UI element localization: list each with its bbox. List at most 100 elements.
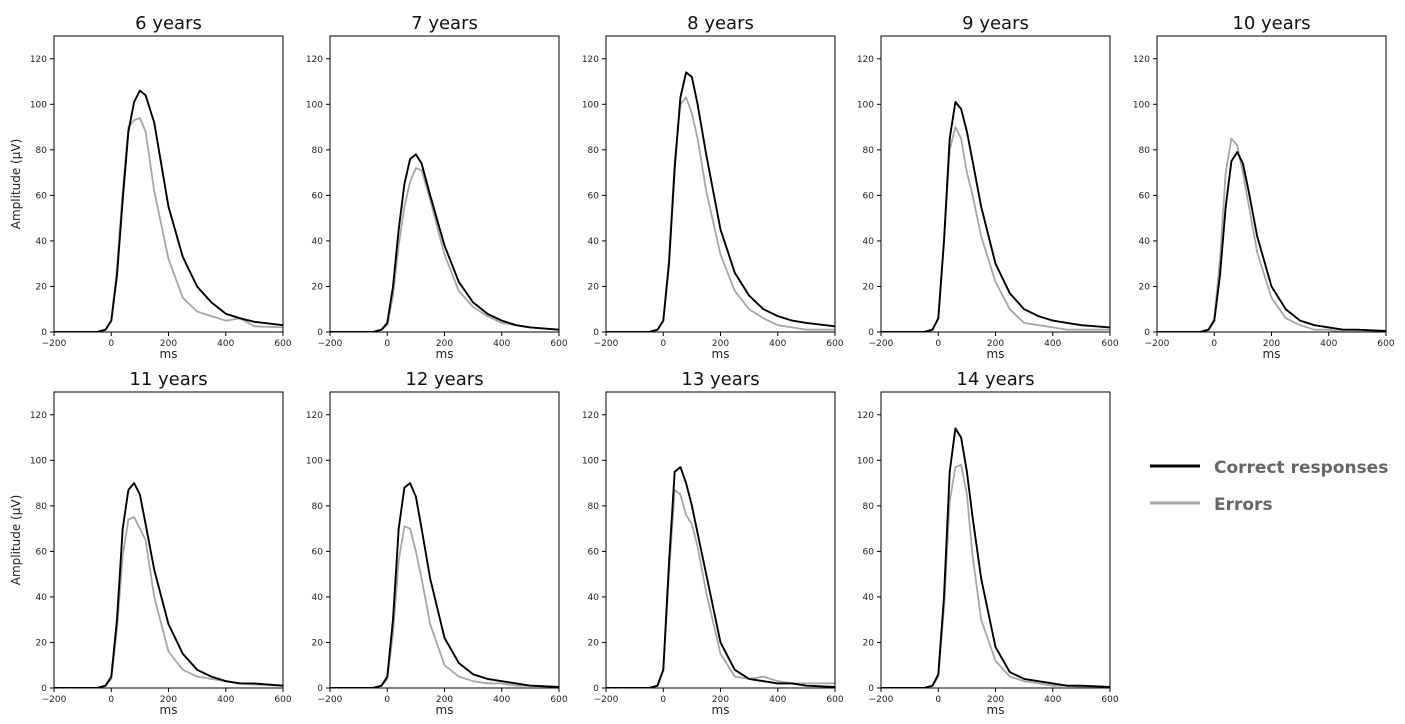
y-tick-label: 120 [857, 55, 874, 65]
series-line-correct [606, 71, 835, 332]
panel-title: 14 years [956, 369, 1034, 390]
y-tick-label: 20 [588, 638, 600, 648]
panel-1: 6 years−200 0 200 400 600020406080100120msAm… [9, 13, 292, 361]
x-tick-label: −200 [594, 695, 619, 705]
y-tick-label: 0 [317, 328, 323, 338]
series-line-correct [1157, 151, 1386, 332]
x-tick-label: 400 [493, 339, 510, 349]
y-tick-label: 40 [588, 237, 600, 247]
panel-title: 8 years [687, 13, 754, 34]
series-line-errors [330, 525, 559, 688]
y-tick-label: 0 [1144, 328, 1150, 338]
x-tick-label: 600 [826, 695, 843, 705]
y-tick-label: 120 [30, 411, 47, 421]
plot-frame [329, 391, 560, 689]
y-tick-label: 60 [588, 547, 600, 557]
legend-label-errors: Errors [1214, 495, 1273, 515]
x-tick-label: 200 [1263, 339, 1280, 349]
y-tick-label: 100 [582, 456, 599, 466]
y-tick-label: 100 [1133, 100, 1150, 110]
plot-frame [329, 35, 560, 333]
x-axis-label: ms [712, 703, 730, 717]
x-tick-label: 0 [384, 339, 390, 349]
plot-frame [880, 35, 1111, 333]
x-tick-label: 600 [1101, 339, 1118, 349]
series-line-correct [54, 482, 283, 688]
x-tick-label: 600 [274, 695, 291, 705]
x-tick-label: 200 [436, 695, 453, 705]
x-tick-label: 400 [217, 339, 234, 349]
x-tick-label: −200 [1145, 339, 1170, 349]
y-tick-label: 20 [1139, 282, 1151, 292]
y-tick-label: 20 [863, 282, 875, 292]
series-line-correct [881, 101, 1110, 332]
y-tick-label: 120 [1133, 55, 1150, 65]
x-tick-label: 600 [274, 339, 291, 349]
x-tick-label: 400 [769, 339, 786, 349]
x-axis-label: ms [436, 703, 454, 717]
y-tick-label: 60 [312, 191, 324, 201]
x-tick-label: 200 [160, 339, 177, 349]
y-tick-label: 100 [857, 456, 874, 466]
y-tick-label: 80 [863, 502, 875, 512]
x-tick-label: 600 [1101, 695, 1118, 705]
x-axis-label: ms [712, 347, 730, 361]
x-tick-label: 600 [1377, 339, 1394, 349]
series-line-errors [881, 126, 1110, 332]
y-tick-label: 20 [36, 638, 48, 648]
legend-label-correct: Correct responses [1214, 458, 1388, 478]
y-tick-label: 60 [1139, 191, 1151, 201]
y-tick-label: 120 [582, 55, 599, 65]
y-tick-label: 40 [36, 593, 48, 603]
x-axis-label: ms [160, 703, 178, 717]
y-tick-label: 120 [582, 411, 599, 421]
series-line-errors [330, 167, 559, 332]
y-tick-label: 20 [863, 638, 875, 648]
y-tick-label: 60 [588, 191, 600, 201]
x-tick-label: 200 [987, 695, 1004, 705]
y-tick-label: 60 [863, 547, 875, 557]
y-tick-label: 0 [868, 328, 874, 338]
x-tick-label: −200 [318, 695, 343, 705]
y-tick-label: 100 [306, 456, 323, 466]
x-tick-label: 400 [1044, 695, 1061, 705]
panel-title: 6 years [135, 13, 202, 34]
y-tick-label: 80 [36, 146, 48, 156]
panel-title: 7 years [411, 13, 478, 34]
y-tick-label: 80 [1139, 146, 1151, 156]
y-tick-label: 0 [41, 684, 47, 694]
x-tick-label: 200 [987, 339, 1004, 349]
y-tick-label: 0 [868, 684, 874, 694]
y-tick-label: 40 [588, 593, 600, 603]
x-tick-label: 0 [384, 695, 390, 705]
x-tick-label: −200 [869, 339, 894, 349]
x-tick-label: −200 [869, 695, 894, 705]
panel-title: 13 years [681, 369, 759, 390]
y-tick-label: 40 [863, 593, 875, 603]
x-tick-label: 0 [660, 695, 666, 705]
x-axis-label: ms [160, 347, 178, 361]
x-tick-label: 0 [1211, 339, 1217, 349]
x-tick-label: 400 [1044, 339, 1061, 349]
panels: 6 years−200 0 200 400 600020406080100120msAm… [9, 13, 1395, 717]
panel-title: 9 years [962, 13, 1029, 34]
y-tick-label: 40 [312, 237, 324, 247]
x-axis-label: ms [1263, 347, 1281, 361]
panel-title: 11 years [129, 369, 207, 390]
x-tick-label: 200 [712, 695, 729, 705]
series-line-errors [1157, 137, 1386, 332]
x-tick-label: 600 [550, 695, 567, 705]
x-tick-label: 0 [935, 695, 941, 705]
y-tick-label: 80 [863, 146, 875, 156]
y-tick-label: 60 [312, 547, 324, 557]
y-tick-label: 60 [863, 191, 875, 201]
y-tick-label: 120 [306, 411, 323, 421]
y-tick-label: 120 [306, 55, 323, 65]
y-tick-label: 20 [312, 638, 324, 648]
series-line-correct [54, 89, 283, 332]
x-tick-label: 600 [826, 339, 843, 349]
x-tick-label: 200 [712, 339, 729, 349]
